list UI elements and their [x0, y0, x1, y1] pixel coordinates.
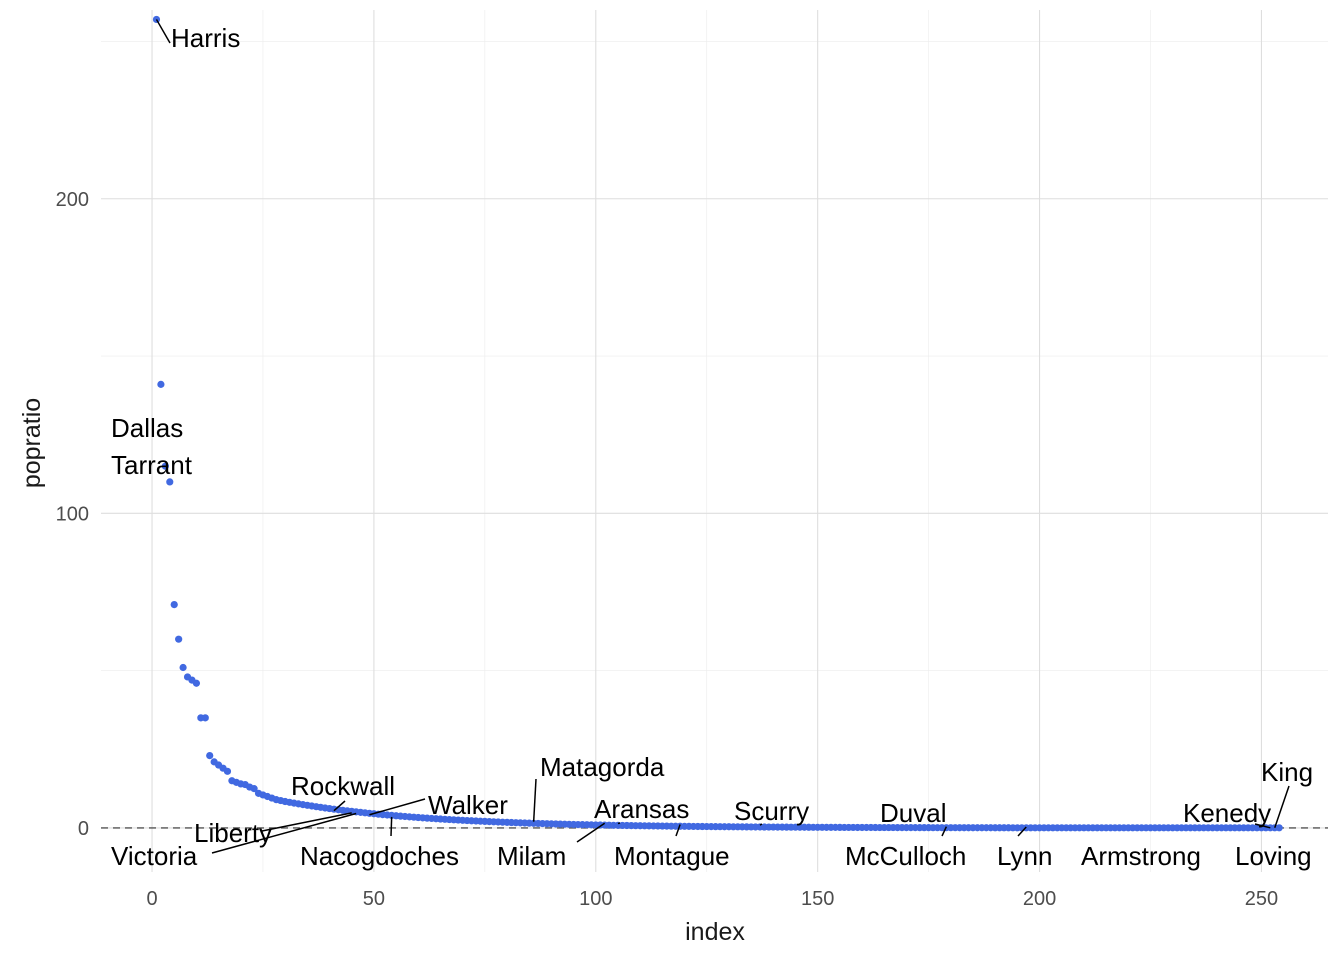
point-label-lynn: Lynn	[997, 841, 1052, 871]
major-gridlines	[101, 10, 1328, 872]
point-label-montague: Montague	[614, 841, 730, 871]
point-label-tarrant: Tarrant	[111, 450, 193, 480]
y-tick-label-200: 200	[56, 189, 89, 211]
leader-line-kenedy	[1254, 823, 1271, 829]
data-point	[206, 751, 214, 760]
leader-line-victoria	[211, 812, 357, 854]
point-label-scurry: Scurry	[734, 796, 809, 826]
data-point	[161, 462, 169, 470]
leader-line-montague	[675, 824, 681, 837]
leader-line-aransas	[617, 822, 621, 825]
data-point	[157, 380, 165, 388]
data-point	[166, 478, 174, 486]
data-point	[223, 767, 232, 775]
data-point	[250, 785, 258, 793]
point-label-milam: Milam	[497, 841, 566, 871]
leader-line-milam	[576, 822, 606, 843]
data-point	[175, 635, 183, 643]
y-axis-tick-labels: 0 100 200	[56, 189, 89, 840]
point-label-rockwall: Rockwall	[291, 771, 395, 801]
point-label-dallas: Dallas	[111, 413, 183, 443]
y-tick-label-100: 100	[56, 503, 89, 525]
data-point	[1275, 824, 1283, 832]
leader-line-walker	[369, 798, 426, 816]
data-point	[192, 679, 201, 687]
data-points	[152, 15, 1283, 832]
leader-line-matagorda	[532, 778, 537, 822]
point-label-duval: Duval	[880, 798, 946, 828]
x-axis-tick-labels: 0 50 100 150 200 250	[146, 888, 1278, 910]
label-leader-lines	[155, 19, 1290, 854]
point-label-kenedy: Kenedy	[1183, 798, 1271, 828]
data-point	[201, 714, 209, 722]
leader-line-nacogdoches	[390, 816, 393, 837]
leader-line-scurry	[759, 823, 763, 826]
point-label-mcculloch: McCulloch	[845, 841, 966, 871]
data-point	[179, 663, 187, 672]
y-axis-title: popratio	[18, 398, 46, 488]
leader-line-rockwall	[333, 800, 346, 812]
point-label-victoria: Victoria	[111, 841, 198, 871]
point-label-harris: Harris	[171, 23, 240, 53]
point-label-liberty: Liberty	[194, 818, 272, 848]
x-tick-label-150: 150	[801, 888, 834, 910]
data-point	[170, 600, 178, 609]
point-labels: Harris Dallas Tarrant Rockwall Liberty Walker…	[111, 23, 1313, 871]
x-tick-label-200: 200	[1023, 888, 1056, 910]
leader-line-lynn	[1017, 826, 1027, 837]
leader-line-king	[1274, 785, 1290, 829]
point-label-nacogdoches: Nacogdoches	[300, 841, 459, 871]
leader-line-mcculloch	[941, 826, 948, 837]
point-label-armstrong: Armstrong	[1081, 841, 1201, 871]
point-label-matagorda: Matagorda	[540, 752, 665, 782]
x-axis-title: index	[685, 918, 745, 946]
point-label-walker: Walker	[428, 790, 508, 820]
point-label-aransas: Aransas	[594, 794, 689, 824]
point-label-loving: Loving	[1235, 841, 1312, 871]
y-tick-label-0: 0	[78, 818, 89, 840]
point-label-king: King	[1261, 757, 1313, 787]
leader-line-harris	[155, 19, 171, 44]
x-tick-label-50: 50	[363, 888, 385, 910]
data-point	[152, 15, 161, 24]
x-tick-label-0: 0	[146, 888, 157, 910]
leader-line-liberty	[261, 812, 352, 832]
x-tick-label-250: 250	[1245, 888, 1278, 910]
minor-gridlines	[101, 10, 1328, 872]
x-tick-label-100: 100	[579, 888, 612, 910]
